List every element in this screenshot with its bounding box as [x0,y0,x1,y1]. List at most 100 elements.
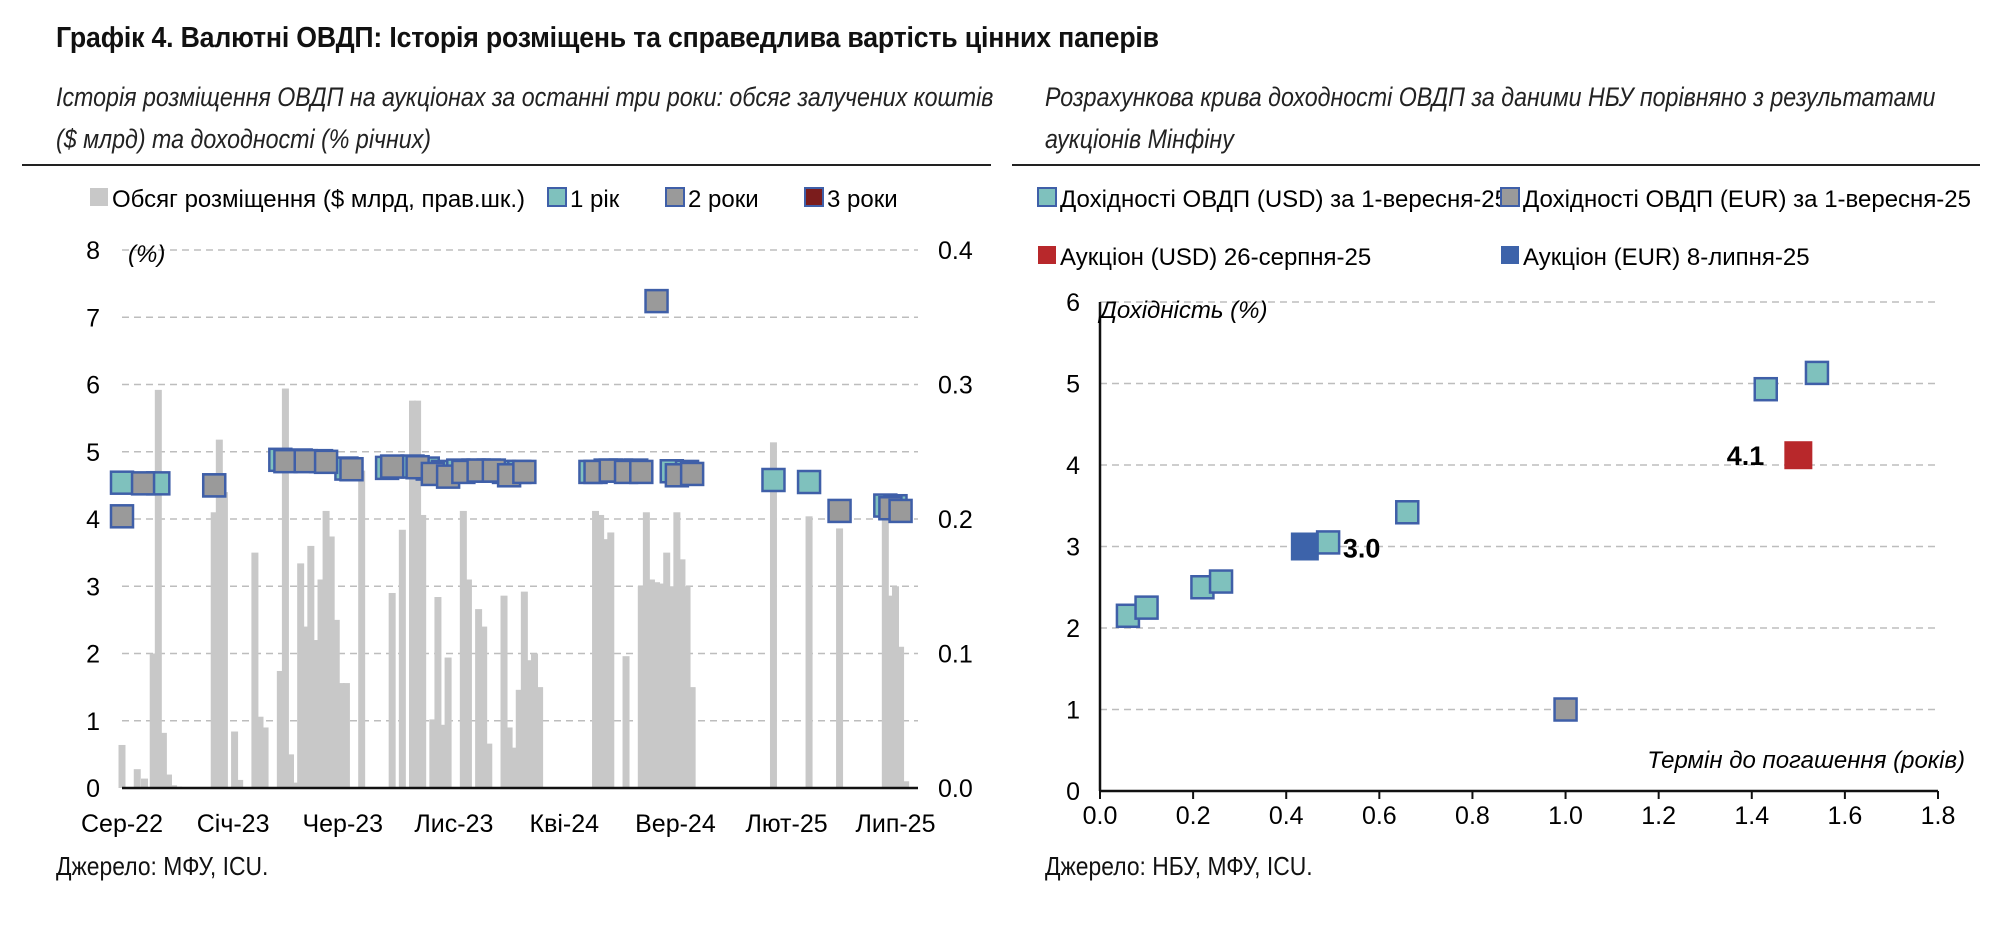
volume-bar [688,687,696,788]
volume-bar [429,719,437,788]
x-tick-label: Сер-22 [81,810,163,838]
volume-bar [337,683,345,788]
volume-bar [592,510,600,788]
volume-bar [622,656,630,788]
x-tick-label: Січ-23 [197,810,270,838]
legend-label: 3 роки [827,186,898,213]
left-header-rule [22,164,991,166]
legend-swatch [804,187,824,207]
volume-bar [133,769,141,788]
volume-bar [480,626,488,788]
right-source-note: Джерело: НБУ, МФУ, ICU. [1045,851,1313,881]
legend-swatch [547,187,567,207]
x-tick-label: 0.0 [1083,802,1118,830]
yield-marker [761,467,786,493]
data-label: 3.0 [1343,534,1381,564]
volume-bar [419,514,427,788]
legend-label: 2 роки [688,186,759,213]
legend-swatch [1038,246,1056,264]
volume-bar [673,512,681,788]
page-title: Графік 4. Валютні ОВДП: Історія розміщен… [56,22,1159,54]
unit-label: (%) [128,241,165,268]
yield-marker [796,469,822,495]
yield-marker [1208,569,1234,594]
yield-marker [1804,360,1830,386]
volume-bar [286,754,294,788]
legend-swatch [90,188,108,206]
volume-bar [769,442,777,788]
x-tick-label: 1.8 [1921,802,1956,830]
x-tick-label: Чер-23 [302,810,383,838]
y-tick-label-left: 1 [86,708,100,736]
yield-marker [1553,697,1578,722]
yield-marker [130,471,156,496]
y-tick-label-left: 3 [86,573,100,601]
volume-bar [602,539,610,788]
volume-bar [505,727,513,788]
y-tick-label-left: 4 [86,506,100,534]
x-tick-label: 0.6 [1362,802,1397,830]
volume-bar [170,785,178,788]
x-tick-label: 0.2 [1176,802,1211,830]
yield-marker [339,456,364,482]
x-tick-label: 1.0 [1548,802,1583,830]
x-tick-label: Лис-23 [414,810,493,838]
legend-swatch [1037,187,1057,207]
volume-bar [663,552,671,788]
x-tick-label: Лип-25 [855,810,935,838]
y-tick-label: 1 [1066,697,1080,725]
yield-marker [644,288,669,314]
y-tick-label-left: 6 [86,372,100,400]
volume-bar [118,744,126,788]
y-tick-label-right: 0.2 [938,506,973,534]
y-tick-label-left: 0 [86,775,100,803]
legend-label: Аукціон (USD) 26-серпня-25 [1060,244,1371,271]
volume-bar [342,683,350,788]
volume-bar [668,586,676,788]
yield-marker [1784,441,1813,470]
legend-swatch [665,187,685,207]
volume-bar [653,582,661,788]
volume-bar [164,774,172,788]
y-tick-label-right: 0.0 [938,775,973,803]
volume-bar [536,687,544,788]
x-tick-label: 1.4 [1734,802,1769,830]
x-tick-label: 0.8 [1455,802,1490,830]
volume-bar [510,747,518,788]
volume-bar [292,782,300,788]
x-tick-label: 0.4 [1269,802,1304,830]
volume-bar [159,732,167,788]
volume-bar [215,439,223,788]
volume-bar [317,579,325,788]
y-tick-label: 3 [1066,534,1080,562]
volume-bar [312,640,320,788]
volume-bar [902,781,910,788]
y-tick-label: 0 [1066,778,1080,806]
volume-bar [231,731,239,788]
right-chart-subtitle: Розрахункова крива доходності ОВДП за да… [1045,82,1936,154]
volume-bar [220,492,228,788]
volume-bar [897,646,905,788]
volume-bar [434,597,442,788]
volume-bar [141,778,149,788]
y-tick-label-right: 0.1 [938,641,973,669]
volume-bar [297,563,305,788]
volume-bar [475,609,483,788]
x-tick-label: Кві-24 [530,810,600,838]
y-tick-label-right: 0.4 [938,237,973,265]
legend-label: Аукціон (EUR) 8-липня-25 [1523,244,1810,271]
yield-marker [1290,532,1319,561]
y-tick-label-left: 8 [86,237,100,265]
volume-bar [647,579,655,788]
volume-bar [500,595,508,788]
volume-bar [678,559,686,788]
yield-marker [888,498,913,524]
volume-bar [409,400,417,788]
volume-bar [154,389,162,788]
right-chart: 0 1 2 3 4 5 6 0.0 0.2 0.4 0.6 0.8 1.0 1.2 1.4 1.6 1.8 Дох… [1037,186,1971,830]
yield-marker [109,470,135,495]
volume-bar [327,536,335,788]
yield-marker [293,448,318,474]
x-tick-label: 1.2 [1641,802,1676,830]
volume-bar [307,545,315,788]
